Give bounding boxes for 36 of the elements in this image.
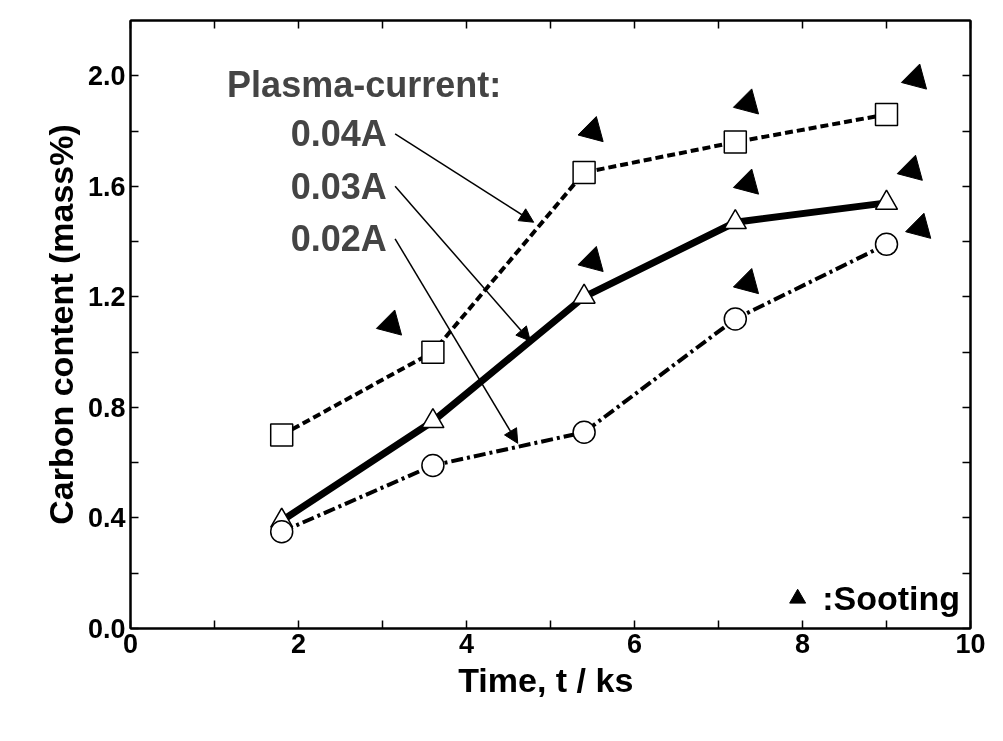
legend-label: :Sooting bbox=[822, 578, 960, 618]
y-tick-label: 2.0 bbox=[87, 61, 126, 92]
point bbox=[723, 130, 748, 154]
point bbox=[900, 63, 928, 90]
y-tick-label: 1.2 bbox=[87, 282, 126, 313]
point bbox=[874, 102, 899, 127]
y-tick-label: 0.8 bbox=[87, 392, 126, 423]
y-axis-title: Carbon content (mass%) bbox=[41, 124, 80, 525]
point bbox=[732, 88, 760, 115]
point bbox=[896, 154, 923, 181]
point bbox=[732, 168, 760, 195]
point bbox=[572, 420, 596, 445]
point bbox=[269, 423, 294, 447]
point bbox=[572, 160, 596, 185]
x-tick-label: 4 bbox=[458, 628, 475, 659]
annotation: 0.04A bbox=[290, 113, 387, 155]
annotation: 0.03A bbox=[290, 165, 387, 207]
point bbox=[421, 453, 445, 478]
x-tick-label: 2 bbox=[290, 628, 307, 659]
point bbox=[577, 116, 604, 143]
y-tick-label: 1.6 bbox=[87, 171, 126, 202]
x-tick-label: 10 bbox=[955, 628, 986, 659]
x-tick-label: 6 bbox=[626, 628, 643, 659]
point bbox=[905, 212, 932, 239]
point bbox=[269, 520, 294, 544]
point bbox=[375, 309, 403, 336]
point bbox=[874, 232, 899, 257]
y-tick-label: 0.4 bbox=[87, 503, 126, 534]
annotation: 0.02A bbox=[290, 218, 387, 260]
point bbox=[723, 307, 748, 331]
point bbox=[577, 245, 604, 273]
annotation: Plasma-current: bbox=[227, 63, 502, 105]
point bbox=[732, 268, 760, 295]
x-tick-label: 8 bbox=[794, 628, 811, 659]
x-axis-title: Time, t / ks bbox=[458, 660, 634, 699]
point bbox=[421, 340, 445, 364]
